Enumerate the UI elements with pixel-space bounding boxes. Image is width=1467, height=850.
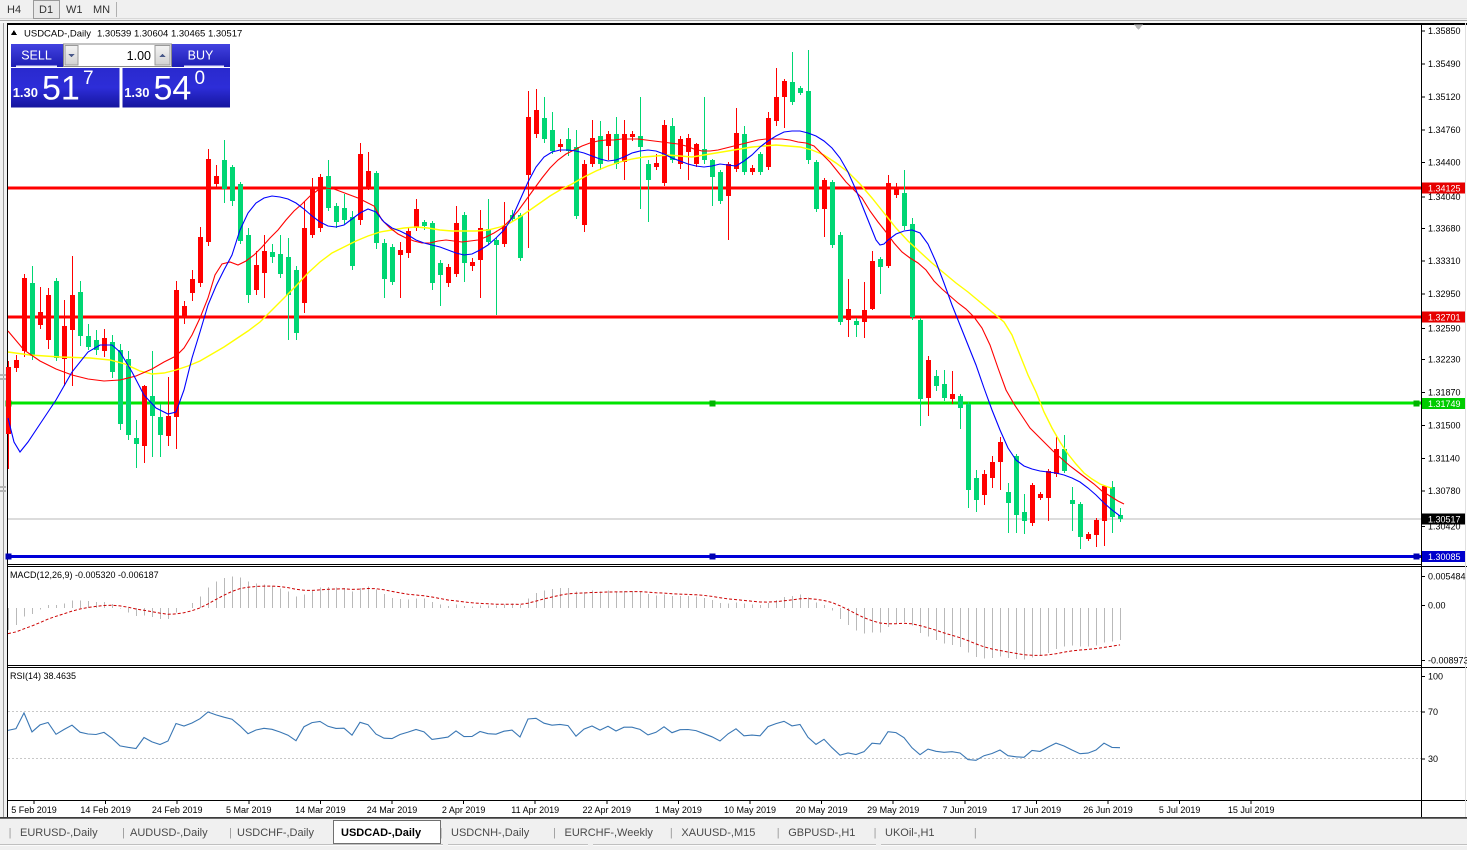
- svg-text:100: 100: [1428, 672, 1443, 682]
- svg-text:17 Jun 2019: 17 Jun 2019: [1012, 805, 1062, 815]
- svg-text:24 Mar 2019: 24 Mar 2019: [367, 805, 418, 815]
- svg-text:24 Feb 2019: 24 Feb 2019: [152, 805, 203, 815]
- svg-text:5 Jul 2019: 5 Jul 2019: [1159, 805, 1201, 815]
- svg-text:UKOil-,H1: UKOil-,H1: [885, 827, 935, 839]
- svg-text:1.31749: 1.31749: [1428, 399, 1461, 409]
- svg-text:AUDUSD-,Daily: AUDUSD-,Daily: [130, 827, 208, 839]
- svg-text:H4: H4: [7, 4, 21, 16]
- svg-text:1.32701: 1.32701: [1428, 313, 1461, 323]
- svg-text:1.34760: 1.34760: [1428, 125, 1461, 135]
- svg-text:26 Jun 2019: 26 Jun 2019: [1083, 805, 1133, 815]
- svg-text:1.30085: 1.30085: [1428, 552, 1461, 562]
- svg-text:EURCHF-,Weekly: EURCHF-,Weekly: [565, 827, 654, 839]
- svg-text:0.005484: 0.005484: [1428, 572, 1466, 582]
- svg-text:70: 70: [1428, 707, 1438, 717]
- svg-text:2 Apr 2019: 2 Apr 2019: [442, 805, 486, 815]
- svg-text:|: |: [9, 827, 12, 839]
- svg-text:1.35850: 1.35850: [1428, 26, 1461, 36]
- svg-text:1.31140: 1.31140: [1428, 453, 1460, 463]
- svg-text:1.33680: 1.33680: [1428, 223, 1461, 233]
- svg-text:1.35490: 1.35490: [1428, 59, 1461, 69]
- svg-text:0.00: 0.00: [1428, 601, 1446, 611]
- svg-text:1.33310: 1.33310: [1428, 256, 1461, 266]
- svg-text:1.35120: 1.35120: [1428, 92, 1461, 102]
- svg-text:USDCNH-,Daily: USDCNH-,Daily: [451, 827, 530, 839]
- svg-text:7 Jun 2019: 7 Jun 2019: [943, 805, 988, 815]
- svg-text:30: 30: [1428, 754, 1438, 764]
- svg-text:1.30420: 1.30420: [1428, 521, 1461, 531]
- svg-text:54: 54: [154, 70, 192, 108]
- svg-text:MN: MN: [93, 4, 110, 16]
- svg-text:1.30539 1.30604 1.30465 1.3051: 1.30539 1.30604 1.30465 1.30517: [97, 29, 242, 40]
- svg-text:29 May 2019: 29 May 2019: [867, 805, 919, 815]
- svg-text:51: 51: [42, 70, 80, 108]
- svg-text:-0.008973: -0.008973: [1428, 656, 1467, 666]
- svg-text:|: |: [670, 827, 673, 839]
- svg-text:20 May 2019: 20 May 2019: [796, 805, 848, 815]
- svg-text:BUY: BUY: [188, 49, 214, 63]
- svg-text:|: |: [229, 827, 232, 839]
- svg-text:1.30: 1.30: [13, 85, 38, 100]
- svg-text:1.31870: 1.31870: [1428, 388, 1461, 398]
- svg-text:USDCAD-,Daily: USDCAD-,Daily: [24, 29, 91, 40]
- svg-text:1 May 2019: 1 May 2019: [655, 805, 702, 815]
- svg-text:14 Mar 2019: 14 Mar 2019: [295, 805, 346, 815]
- svg-text:1.30780: 1.30780: [1428, 486, 1461, 496]
- svg-text:W1: W1: [66, 4, 83, 16]
- svg-text:D1: D1: [39, 4, 53, 16]
- svg-text:1.32590: 1.32590: [1428, 323, 1461, 333]
- svg-text:RSI(14) 38.4635: RSI(14) 38.4635: [10, 671, 76, 681]
- svg-text:|: |: [777, 827, 780, 839]
- svg-text:1.31500: 1.31500: [1428, 420, 1461, 430]
- svg-text:1.34125: 1.34125: [1428, 184, 1461, 194]
- svg-text:1.34040: 1.34040: [1428, 192, 1461, 202]
- svg-text:EURUSD-,Daily: EURUSD-,Daily: [20, 827, 98, 839]
- svg-text:MACD(12,26,9) -0.005320 -0.006: MACD(12,26,9) -0.005320 -0.006187: [10, 570, 159, 580]
- svg-text:|: |: [874, 827, 877, 839]
- svg-text:1.30: 1.30: [124, 85, 149, 100]
- svg-text:0: 0: [195, 68, 206, 89]
- svg-text:1.00: 1.00: [127, 49, 151, 63]
- svg-text:|: |: [553, 827, 556, 839]
- svg-text:|: |: [122, 827, 125, 839]
- svg-text:USDCAD-,Daily: USDCAD-,Daily: [341, 827, 422, 839]
- svg-text:GBPUSD-,H1: GBPUSD-,H1: [788, 827, 855, 839]
- svg-text:7: 7: [83, 68, 94, 89]
- svg-text:5 Feb 2019: 5 Feb 2019: [11, 805, 57, 815]
- svg-text:1.30517: 1.30517: [1428, 515, 1461, 525]
- svg-text:22 Apr 2019: 22 Apr 2019: [583, 805, 632, 815]
- svg-text:USDCHF-,Daily: USDCHF-,Daily: [237, 827, 315, 839]
- svg-text:15 Jul 2019: 15 Jul 2019: [1228, 805, 1275, 815]
- svg-text:11 Apr 2019: 11 Apr 2019: [511, 805, 559, 815]
- svg-text:1.32230: 1.32230: [1428, 355, 1461, 365]
- svg-text:SELL: SELL: [21, 49, 52, 63]
- svg-text:14 Feb 2019: 14 Feb 2019: [80, 805, 131, 815]
- svg-text:1.32950: 1.32950: [1428, 289, 1461, 299]
- svg-text:10 May 2019: 10 May 2019: [724, 805, 776, 815]
- svg-text:|: |: [974, 827, 977, 839]
- svg-text:1.34400: 1.34400: [1428, 158, 1461, 168]
- svg-text:XAUUSD-,M15: XAUUSD-,M15: [681, 827, 755, 839]
- svg-text:5 Mar 2019: 5 Mar 2019: [226, 805, 272, 815]
